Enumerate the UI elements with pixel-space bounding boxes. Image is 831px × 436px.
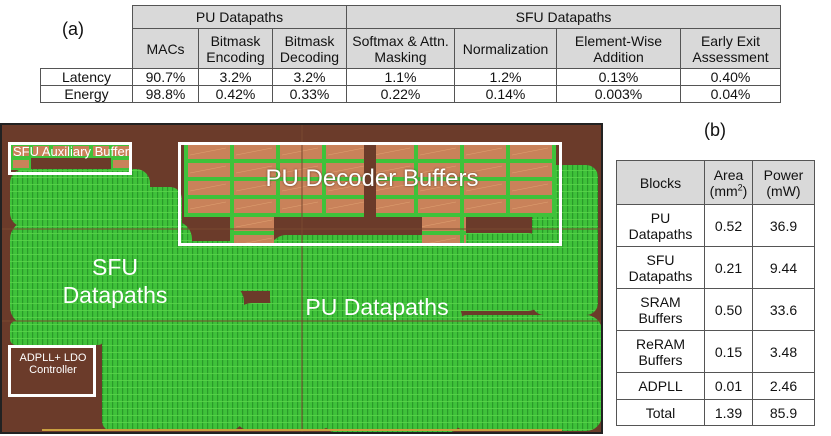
block-name: SFU Datapaths bbox=[616, 246, 705, 289]
table-row: Latency 90.7% 3.2% 3.2% 1.1% 1.2% 0.13% … bbox=[40, 68, 781, 86]
table-cell: 90.7% bbox=[132, 68, 199, 86]
power-unit: (mW) bbox=[766, 182, 801, 199]
table-cell: 0.22% bbox=[346, 85, 455, 103]
power-header-label: Power bbox=[763, 166, 804, 183]
power-value: 9.44 bbox=[752, 246, 815, 289]
chip-die-photo: PU Decoder Buffers SFU Auxiliary Buffer … bbox=[0, 123, 603, 434]
panel-b-label: (b) bbox=[704, 120, 726, 140]
area-header-label: Area bbox=[713, 166, 744, 183]
table-cell: 0.33% bbox=[272, 85, 347, 103]
power-value: 3.48 bbox=[752, 330, 815, 373]
table-a-corner bbox=[41, 6, 133, 29]
table-cell: 1.2% bbox=[454, 68, 557, 86]
table-row: Total 1.39 85.9 bbox=[616, 399, 815, 426]
table-cell: 0.04% bbox=[680, 85, 781, 103]
area-value: 0.50 bbox=[704, 288, 753, 331]
column-header: Element-Wise Addition bbox=[556, 28, 681, 69]
table-row: Energy 98.8% 0.42% 0.33% 0.22% 0.14% 0.0… bbox=[40, 85, 781, 103]
block-name: ADPLL bbox=[616, 372, 705, 400]
power-value: 33.6 bbox=[752, 288, 815, 331]
column-header: Bitmask Decoding bbox=[272, 28, 347, 69]
pu-decoder-buffers-label: PU Decoder Buffers bbox=[265, 165, 479, 192]
table-cell: 1.1% bbox=[346, 68, 455, 86]
aux-buffer-blocks bbox=[11, 144, 131, 170]
table-cell: 0.13% bbox=[556, 68, 681, 86]
area-value: 1.39 bbox=[704, 399, 753, 426]
table-row: ADPLL 0.01 2.46 bbox=[616, 372, 815, 400]
area-unit-sup: 2 bbox=[737, 181, 743, 192]
area-value: 0.01 bbox=[704, 372, 753, 400]
sfu-auxiliary-buffer-label: SFU Auxiliary Buffer bbox=[12, 144, 130, 159]
column-header-blocks: Blocks bbox=[616, 160, 705, 205]
block-name: ReRAM Buffers bbox=[616, 330, 705, 373]
table-cell: 0.42% bbox=[198, 85, 273, 103]
breakdown-table: PU Datapaths SFU Datapaths MACs Bitmask … bbox=[40, 5, 781, 103]
block-name: SRAM Buffers bbox=[616, 288, 705, 331]
power-value: 85.9 bbox=[752, 399, 815, 426]
block-name: Total bbox=[616, 399, 705, 426]
column-header-area: Area (mm2) bbox=[704, 160, 753, 205]
column-header: Normalization bbox=[454, 28, 557, 69]
table-cell: 0.40% bbox=[680, 68, 781, 86]
chip-layout-graphic bbox=[2, 125, 601, 432]
area-power-table: Blocks Area (mm2) Power (mW) PU Datapath… bbox=[616, 160, 815, 426]
row-label: Energy bbox=[40, 85, 133, 103]
column-header: Softmax & Attn. Masking bbox=[346, 28, 455, 69]
group-header-pu: PU Datapaths bbox=[132, 5, 347, 29]
adpll-ldo-controller-label: ADPLL+ LDO Controller bbox=[19, 352, 87, 376]
area-value: 0.15 bbox=[704, 330, 753, 373]
table-row: ReRAM Buffers 0.15 3.48 bbox=[616, 330, 815, 373]
group-header-sfu: SFU Datapaths bbox=[346, 5, 781, 29]
column-header: Early Exit Assessment bbox=[680, 28, 781, 69]
table-cell: 3.2% bbox=[272, 68, 347, 86]
table-row: SRAM Buffers 0.50 33.6 bbox=[616, 288, 815, 331]
table-cell: 0.003% bbox=[556, 85, 681, 103]
pu-decoder-buffers-outline bbox=[178, 142, 562, 246]
area-value: 0.52 bbox=[704, 204, 753, 247]
area-unit-post: ) bbox=[742, 182, 748, 199]
table-cell: 0.14% bbox=[454, 85, 557, 103]
pu-datapaths-label: PU Datapaths bbox=[305, 294, 449, 320]
routing-channels bbox=[2, 125, 601, 432]
area-value: 0.21 bbox=[704, 246, 753, 289]
table-a-corner bbox=[41, 29, 133, 69]
table-cell: 3.2% bbox=[198, 68, 273, 86]
block-name: PU Datapaths bbox=[616, 204, 705, 247]
column-header: MACs bbox=[132, 28, 199, 69]
table-row: PU Datapaths 0.52 36.9 bbox=[616, 204, 815, 247]
table-row: SFU Datapaths 0.21 9.44 bbox=[616, 246, 815, 289]
power-value: 36.9 bbox=[752, 204, 815, 247]
area-unit-pre: (mm bbox=[709, 182, 738, 199]
sram-blocks bbox=[184, 145, 556, 243]
row-label: Latency bbox=[40, 68, 133, 86]
sfu-auxiliary-buffer-outline bbox=[8, 142, 132, 175]
column-header-power: Power (mW) bbox=[752, 160, 815, 205]
table-cell: 98.8% bbox=[132, 85, 199, 103]
power-value: 2.46 bbox=[752, 372, 815, 400]
panel-a-label: (a) bbox=[62, 19, 84, 39]
sfu-datapaths-label: SFU Datapaths bbox=[62, 254, 168, 308]
adpll-ldo-outline bbox=[8, 345, 96, 397]
column-header: Bitmask Encoding bbox=[198, 28, 273, 69]
